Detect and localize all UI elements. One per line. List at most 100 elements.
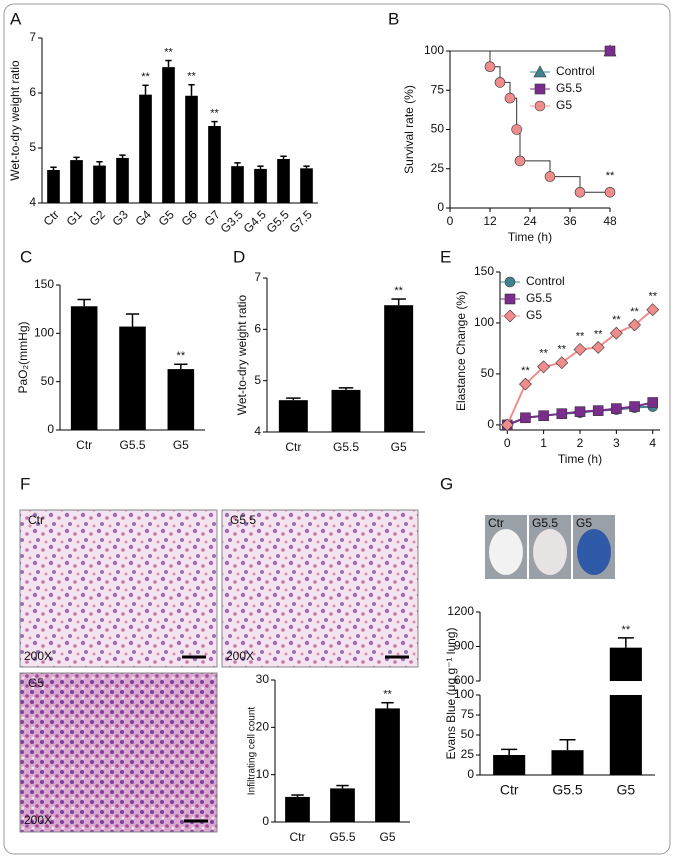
y-tick-label: 10 [256, 767, 270, 781]
bar [375, 708, 400, 822]
bar [167, 369, 195, 430]
bar [208, 126, 221, 203]
y-tick-label: 50 [481, 366, 495, 380]
y-tick-label: 50 [41, 374, 55, 388]
marker [574, 406, 586, 417]
marker [573, 343, 587, 356]
y-axis-label: Infiltrating cell count [247, 707, 258, 796]
marker [592, 405, 604, 416]
image-label: G5.5 [532, 516, 558, 530]
marker [544, 171, 556, 182]
bar [254, 168, 267, 203]
marker [504, 92, 516, 104]
bar [278, 400, 308, 432]
panel-letter: E [440, 247, 451, 266]
x-tick-label: G5.5 [329, 830, 355, 844]
y-tick-label: 75 [431, 82, 445, 96]
x-axis-label: Time (h) [558, 452, 602, 466]
marker [611, 403, 622, 414]
y-tick-label: 0 [262, 814, 269, 828]
y-tick-label: 5 [254, 373, 261, 387]
y-tick-label: 150 [34, 277, 54, 291]
magnification: 200X [24, 649, 52, 663]
y-tick-label: 7 [254, 270, 261, 284]
x-tick-label: G5 [173, 438, 189, 452]
x-tick-label: G5.5 [333, 440, 359, 454]
y-tick-label: 100 [474, 315, 494, 329]
bar [285, 796, 310, 822]
panel-letter: G [440, 474, 453, 493]
bar [384, 305, 414, 432]
significance: ** [394, 285, 403, 297]
y-axis-label: Survival rate (%) [402, 85, 416, 174]
legend-label: G5.5 [526, 291, 552, 305]
legend-label: G5 [556, 98, 572, 112]
significance: ** [164, 46, 173, 58]
marker [629, 401, 640, 412]
bar [93, 165, 106, 203]
significance: ** [558, 344, 567, 356]
significance: ** [210, 108, 219, 120]
y-tick-label: 0 [467, 767, 474, 781]
lung [489, 529, 523, 575]
image-label: G5 [576, 516, 592, 530]
y-tick-label: 7 [29, 30, 36, 44]
x-tick-label: 0 [447, 214, 454, 228]
significance: ** [383, 689, 392, 701]
y-tick-label: 30 [256, 672, 270, 686]
x-tick-label: Ctr [500, 782, 519, 798]
panel-letter: B [388, 9, 399, 28]
bar [551, 750, 584, 775]
marker [519, 377, 532, 391]
magnification: 200X [226, 649, 254, 663]
marker [538, 410, 549, 422]
y-tick-label: 1200 [447, 604, 474, 618]
significance: ** [648, 291, 657, 303]
marker [511, 124, 522, 135]
bar [331, 389, 361, 432]
y-tick-label: 20 [256, 720, 270, 734]
marker [609, 326, 623, 340]
image-label: Ctr [488, 516, 504, 530]
significance: ** [576, 330, 585, 342]
y-tick-label: 0 [487, 417, 494, 431]
marker [555, 356, 569, 370]
bar [162, 67, 175, 204]
bar [70, 160, 83, 203]
lung [577, 529, 611, 575]
y-tick-label: 100 [34, 326, 54, 340]
significance: ** [177, 350, 186, 362]
y-tick-label: 100 [454, 687, 474, 701]
bar [70, 306, 98, 430]
y-axis-label: Wet-to-dry weight ratio [8, 60, 22, 181]
y-tick-label: 150 [474, 264, 494, 278]
lung [533, 529, 567, 575]
marker [537, 360, 551, 374]
x-tick-label: G5.5 [552, 782, 583, 798]
significance: ** [630, 306, 639, 318]
legend-label: G5.5 [556, 81, 582, 95]
marker [574, 187, 586, 198]
x-tick-label: Ctr [290, 830, 306, 844]
magnification: 200X [24, 813, 52, 827]
histology-image [221, 509, 419, 668]
significance: ** [622, 624, 631, 636]
marker [514, 155, 526, 167]
marker [604, 187, 616, 198]
y-axis-label: Wet-to-dry weight ratio [235, 294, 249, 415]
bar [330, 788, 355, 822]
x-tick-label: G5 [616, 782, 635, 798]
y-tick-label: 5 [29, 140, 36, 154]
bar [300, 168, 313, 203]
image-label: Ctr [28, 513, 44, 527]
histology-image [19, 672, 218, 833]
x-tick-label: 3 [613, 436, 620, 450]
marker [604, 45, 616, 57]
panel-letter: A [10, 9, 22, 28]
bar [609, 647, 642, 681]
y-tick-label: 6 [254, 322, 261, 336]
x-tick-label: G5 [379, 830, 395, 844]
x-tick-label: 36 [563, 214, 577, 228]
y-tick-label: 0 [437, 200, 444, 214]
bar [277, 159, 290, 203]
